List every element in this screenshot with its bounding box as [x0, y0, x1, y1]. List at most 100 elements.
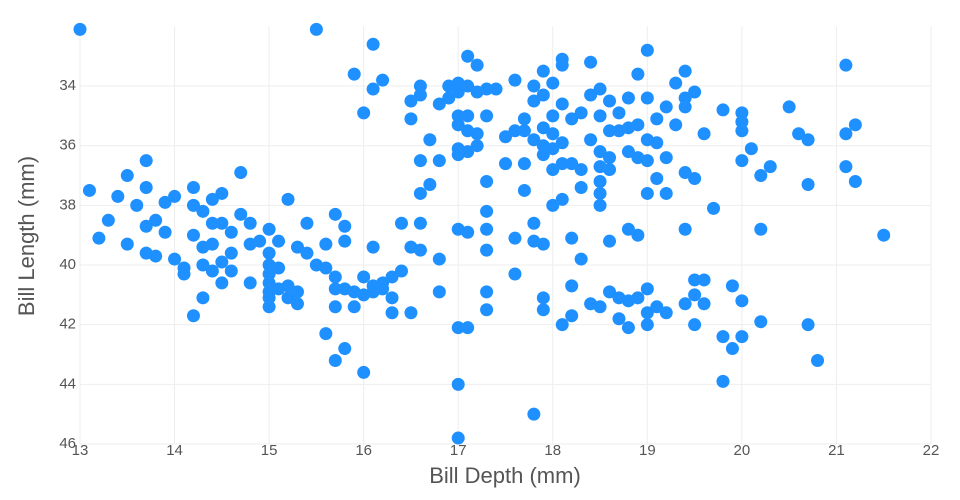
- point: [669, 76, 683, 90]
- labels: 13 14 15 16 17 18 19 20 21 22 34 36 38 40 42 44 46: [59, 77, 939, 459]
- point: [688, 172, 702, 186]
- y-tick-label: 36: [59, 137, 76, 154]
- point: [461, 145, 475, 159]
- point: [442, 91, 456, 105]
- point: [811, 353, 825, 367]
- point: [839, 58, 853, 72]
- point: [584, 55, 598, 69]
- point: [574, 163, 588, 177]
- point: [499, 130, 512, 144]
- point: [168, 189, 182, 203]
- point: [451, 431, 465, 445]
- point: [716, 103, 730, 117]
- point: [640, 91, 654, 105]
- point: [621, 145, 635, 159]
- point: [640, 306, 654, 320]
- point: [650, 136, 664, 150]
- point: [735, 330, 749, 344]
- point: [659, 151, 673, 165]
- point: [735, 106, 749, 120]
- point: [603, 234, 617, 248]
- point: [546, 142, 560, 156]
- point: [413, 154, 427, 168]
- point: [536, 64, 550, 78]
- x-tick-label: 21: [828, 442, 845, 459]
- point: [366, 82, 380, 96]
- point: [763, 160, 777, 174]
- point: [149, 213, 163, 227]
- point: [92, 231, 106, 245]
- point: [584, 88, 598, 102]
- point: [848, 118, 862, 132]
- point: [461, 321, 475, 335]
- point: [234, 207, 248, 221]
- point: [593, 300, 607, 314]
- point: [376, 73, 390, 87]
- point: [328, 300, 342, 314]
- point: [338, 342, 352, 356]
- point: [215, 216, 229, 230]
- point: [631, 118, 645, 132]
- point: [527, 216, 541, 230]
- point: [678, 100, 692, 114]
- point: [224, 264, 238, 278]
- point: [357, 106, 371, 120]
- point: [480, 109, 494, 123]
- point: [659, 306, 673, 320]
- point: [593, 82, 607, 96]
- point: [470, 58, 484, 72]
- point: [480, 222, 494, 236]
- point: [801, 177, 815, 191]
- point: [451, 118, 465, 132]
- point: [640, 318, 654, 332]
- x-tick-label: 15: [261, 442, 278, 459]
- point: [593, 186, 607, 200]
- point: [839, 160, 853, 174]
- point: [688, 318, 702, 332]
- point: [716, 374, 730, 388]
- point: [546, 109, 560, 123]
- point: [517, 112, 531, 126]
- point: [716, 330, 730, 344]
- point: [517, 157, 531, 171]
- point: [262, 300, 276, 314]
- point: [546, 163, 560, 177]
- point: [555, 157, 569, 171]
- point: [669, 118, 683, 132]
- point: [546, 198, 560, 212]
- point: [517, 124, 531, 138]
- point: [536, 88, 550, 102]
- point: [707, 201, 721, 215]
- point: [196, 258, 210, 272]
- point: [640, 154, 654, 168]
- x-tick-label: 16: [355, 442, 372, 459]
- point: [697, 127, 711, 141]
- point: [366, 37, 380, 51]
- grid: [79, 26, 932, 445]
- point: [877, 228, 891, 242]
- point: [517, 183, 531, 197]
- points: [73, 22, 891, 445]
- point: [839, 127, 853, 141]
- point: [234, 166, 248, 180]
- point: [111, 189, 125, 203]
- point: [725, 279, 739, 293]
- point: [621, 222, 635, 236]
- point: [253, 234, 267, 248]
- point: [451, 85, 465, 99]
- point: [366, 240, 380, 254]
- point: [319, 327, 333, 341]
- y-tick-label: 40: [59, 256, 76, 273]
- point: [480, 204, 494, 218]
- point: [593, 175, 607, 189]
- point: [461, 49, 475, 63]
- point: [347, 67, 361, 81]
- point: [385, 306, 399, 320]
- point: [565, 157, 579, 171]
- point: [432, 154, 446, 168]
- point: [650, 300, 664, 314]
- point: [413, 79, 427, 93]
- point: [754, 222, 768, 236]
- point: [574, 106, 588, 120]
- point: [215, 255, 229, 269]
